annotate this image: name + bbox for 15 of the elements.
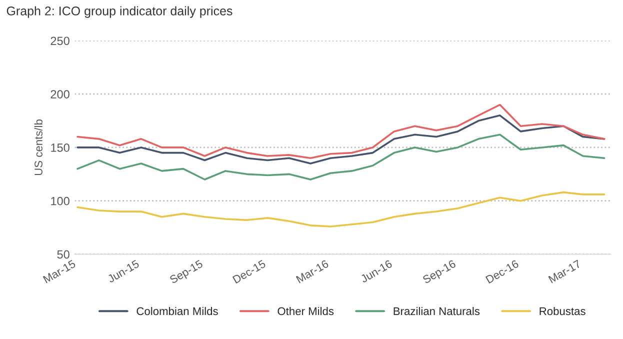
legend-label: Other Milds [278, 306, 334, 316]
line-series [76, 191, 606, 228]
y-tick-label: 250 [50, 36, 70, 46]
y-tick-label: 200 [50, 90, 70, 98]
line-series [76, 114, 606, 164]
y-tick-label: 50 [57, 250, 70, 259]
line-series [76, 104, 606, 160]
legend-label: Brazilian Naturals [394, 306, 480, 316]
legend-label: Colombian Milds [136, 306, 218, 316]
line-series [76, 134, 606, 180]
y-axis-title: US cents/lb [34, 120, 42, 176]
y-tick-label: 150 [51, 144, 70, 152]
legend-label: Robustas [540, 306, 586, 316]
chart-title: Graph 2: ICO group indicator daily prices [6, 6, 232, 18]
y-tick-label: 100 [51, 196, 70, 206]
